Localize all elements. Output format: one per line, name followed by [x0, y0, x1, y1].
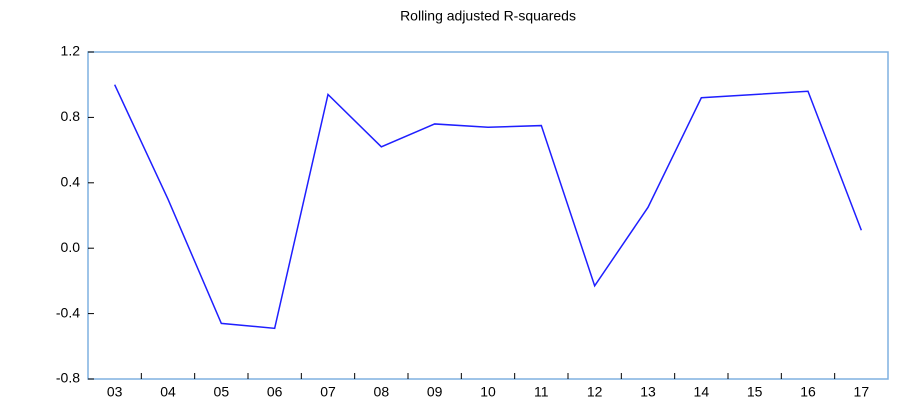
y-tick-label: 0.0	[61, 239, 81, 255]
x-tick-label: 11	[534, 384, 549, 400]
y-tick-label: -0.4	[56, 304, 80, 320]
x-tick-label: 14	[694, 384, 710, 400]
plot-frame	[87, 51, 889, 380]
data-line	[113, 84, 863, 330]
x-tick-label: 10	[480, 384, 496, 400]
chart-title: Rolling adjusted R-squareds	[400, 8, 576, 24]
x-tick-label: 09	[427, 384, 443, 400]
x-tick-label: 05	[214, 384, 230, 400]
x-tick-label: 04	[160, 384, 176, 400]
x-tick-label: 08	[374, 384, 390, 400]
x-tick-label: 17	[854, 384, 870, 400]
y-tick-label: 0.4	[61, 174, 81, 190]
x-tick-label: 06	[267, 384, 283, 400]
x-tick-label: 13	[640, 384, 656, 400]
y-tick-label: -0.8	[56, 370, 80, 386]
y-tick-label: 0.8	[61, 108, 81, 124]
x-tick-label: 03	[107, 384, 123, 400]
x-tick-label: 12	[587, 384, 603, 400]
y-tick-label: 1.2	[61, 43, 81, 59]
x-tick-label: 16	[800, 384, 816, 400]
x-tick-label: 15	[747, 384, 763, 400]
x-tick-label: 07	[320, 384, 336, 400]
